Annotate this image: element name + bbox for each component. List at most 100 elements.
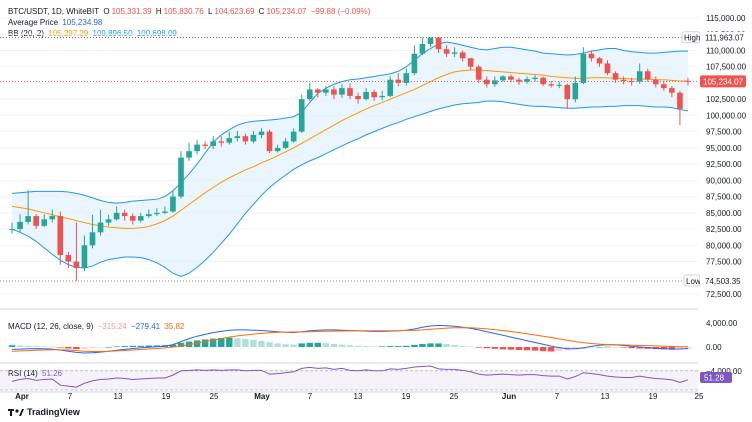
candle-body — [483, 79, 490, 85]
candle-body — [210, 141, 217, 146]
candle-body — [644, 71, 651, 80]
macd-pane: 4,000.00 0.00 −4,000.00 — [8, 319, 742, 376]
low-tag: Low — [686, 277, 701, 286]
candle-body — [113, 212, 120, 220]
candle-body — [170, 196, 176, 212]
rsi-band — [0, 370, 698, 390]
macd-histogram-bar — [201, 339, 209, 347]
candle-body — [194, 144, 200, 152]
rsi-label: RSI (14) — [8, 369, 38, 378]
candle-body — [17, 221, 23, 230]
low-label: L — [207, 7, 213, 16]
candle-body — [403, 73, 410, 83]
candle-body — [677, 92, 683, 109]
time-tick-label: Jun — [502, 392, 516, 401]
macd-histogram-bar — [499, 347, 507, 350]
candle-body — [331, 89, 337, 95]
candle-body — [652, 79, 659, 85]
price-tick-label: 90,000.00 — [706, 176, 742, 185]
bb-basis-value: 105,297.29 — [48, 29, 89, 38]
high-value-box — [700, 31, 746, 43]
macd-histogram-bar — [24, 345, 32, 347]
candle-body — [250, 134, 257, 142]
bb-upper-line — [11, 41, 688, 204]
macd-histogram-bar — [145, 345, 153, 347]
candle-body — [604, 63, 611, 74]
candle-body — [57, 216, 64, 256]
macd-histogram-bar — [556, 347, 563, 351]
time-tick-label: 7 — [555, 392, 560, 401]
price-axis: 115,000.00112,500.00110,000.00107,500.00… — [0, 14, 747, 299]
candle-body — [467, 58, 474, 67]
macd-line-value: −279.41 — [130, 322, 161, 331]
price-tick-label: 115,000.00 — [706, 14, 746, 23]
rsi-line — [11, 365, 689, 388]
time-tick-label: 25 — [695, 392, 704, 401]
rsi-value-tag — [700, 372, 732, 383]
candle-body — [427, 37, 434, 44]
high-value: 105,830.76 — [163, 7, 204, 16]
time-tick-label: 13 — [354, 392, 363, 401]
candle-body — [146, 214, 152, 217]
time-tick-label: 13 — [114, 392, 123, 401]
tradingview-logo[interactable]: TradingView — [8, 407, 80, 417]
macd-histogram-bar — [483, 347, 491, 349]
candle-body — [9, 229, 15, 231]
macd-line — [12, 324, 688, 354]
price-tick-label: 80,000.00 — [706, 241, 742, 250]
macd-histogram-bar — [467, 346, 474, 347]
macd-histogram-bar — [443, 344, 450, 347]
macd-histogram-bar — [338, 344, 346, 347]
tradingview-logo-icon — [8, 409, 24, 416]
bb-label: BB (20, 2) — [8, 29, 45, 38]
candle-body — [572, 82, 579, 100]
open-value: 105,331.39 — [111, 7, 152, 16]
average-price-legend[interactable]: Average Price 105,234.98 — [8, 18, 104, 28]
candle-body — [516, 79, 522, 82]
candle-body — [41, 219, 48, 226]
candle-body — [411, 53, 418, 74]
rsi-legend[interactable]: RSI (14) 51.26 — [8, 369, 64, 379]
candle-body — [347, 88, 353, 96]
high-tag: High — [684, 34, 700, 43]
macd-histogram-bar — [515, 347, 523, 350]
macd-tick-label: −4,000.00 — [706, 367, 742, 376]
price-tick-label: 95,000.00 — [706, 144, 742, 153]
macd-histogram-bar — [346, 345, 354, 347]
change-value: −99.88 (−0.09%) — [310, 7, 371, 16]
candle-body — [97, 222, 104, 233]
candle-body — [596, 58, 603, 64]
time-tick-label: 19 — [402, 392, 411, 401]
bb-fill — [12, 42, 688, 277]
close-label: C — [258, 7, 265, 16]
macd-histogram-bar — [129, 345, 136, 347]
bollinger-bands — [11, 41, 689, 278]
macd-histogram-bar — [306, 342, 313, 347]
time-tick-label: 25 — [450, 392, 459, 401]
bb-lower-value: 100,698.09 — [136, 29, 177, 38]
candle-body — [186, 151, 192, 158]
candle-body — [636, 71, 643, 82]
low-value-box — [700, 274, 746, 286]
macd-label: MACD (12, 26, close, 9) — [8, 322, 94, 331]
price-tick-label: 102,500.00 — [706, 95, 747, 104]
macd-histogram-bar — [209, 338, 217, 347]
macd-tick-label: 4,000.00 — [706, 319, 738, 328]
candle-body — [137, 216, 144, 221]
macd-histogram-bar — [169, 344, 177, 347]
macd-histogram-bar — [113, 346, 120, 347]
candle-body — [451, 52, 458, 54]
macd-histogram-bar — [451, 344, 458, 347]
macd-histogram-bar — [387, 346, 394, 347]
macd-histogram-bar — [628, 347, 635, 349]
bollinger-legend[interactable]: BB (20, 2) 105,297.29 109,896.50 100,698… — [8, 29, 179, 39]
candle-body — [258, 131, 265, 135]
price-tick-label: 107,500.00 — [706, 63, 747, 72]
close-value: 105,234.07 — [266, 7, 307, 16]
candle-body — [588, 53, 595, 59]
symbol-label[interactable]: BTC/USDT, 1D, WhiteBIT — [8, 7, 100, 16]
candle-body — [419, 43, 426, 54]
macd-legend[interactable]: MACD (12, 26, close, 9) −315.24 −279.41 … — [8, 322, 186, 332]
candle-body — [234, 136, 241, 139]
